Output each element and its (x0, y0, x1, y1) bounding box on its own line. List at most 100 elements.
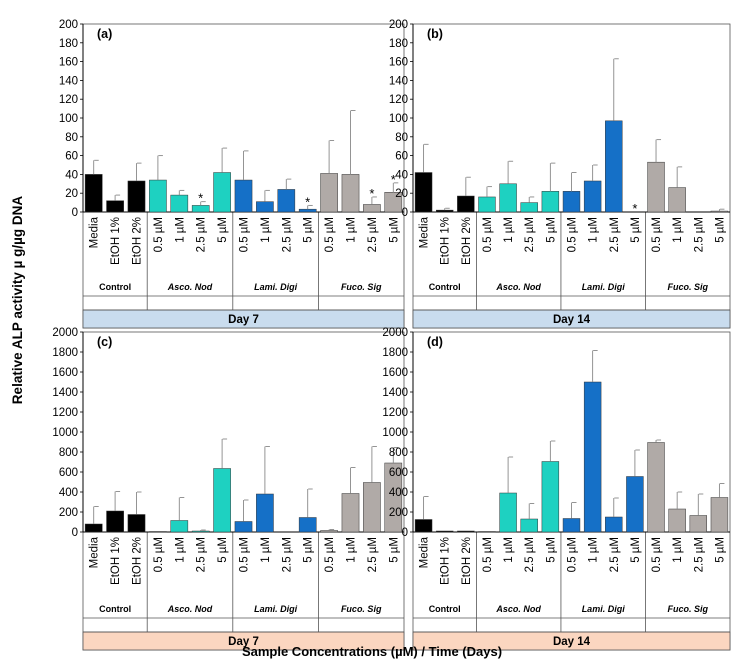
y-tick-label: 1800 (382, 347, 408, 359)
bar (170, 520, 189, 533)
y-tick-label: 200 (389, 19, 408, 31)
bar (541, 461, 560, 533)
bar (520, 202, 538, 213)
y-tick-label: 100 (59, 113, 78, 125)
category-label: EtOH 2% (132, 537, 144, 585)
group-label-fuco: Fuco. Sig (667, 604, 708, 614)
day-label: Day 7 (228, 314, 259, 326)
bar (457, 530, 475, 533)
category-label: 1 µM (503, 537, 515, 563)
bar (605, 120, 623, 213)
panel-letter: (d) (427, 335, 443, 349)
significance-star: * (632, 201, 637, 216)
y-tick-label: 200 (59, 19, 78, 31)
significance-star: * (305, 194, 310, 209)
y-tick-label: 100 (389, 113, 408, 125)
y-tick-label: 160 (59, 57, 78, 69)
category-label: 0.5 µM (651, 537, 663, 572)
category-label: 5 µM (714, 217, 726, 243)
bar (499, 492, 517, 533)
category-label: 0.5 µM (239, 537, 251, 572)
bar (191, 530, 210, 533)
group-label-asco: Asco. Nod (167, 282, 213, 292)
bar (341, 493, 360, 533)
category-label: EtOH 2% (132, 217, 144, 265)
y-tick-label: 1400 (382, 387, 408, 399)
group-label-lami: Lami. Digi (254, 282, 298, 292)
category-label: 5 µM (545, 217, 557, 243)
bar (363, 204, 381, 213)
bar (106, 200, 124, 213)
bar (363, 482, 381, 533)
y-tick-label: 40 (395, 169, 408, 181)
y-tick-label: 600 (59, 467, 78, 479)
bar (191, 205, 210, 213)
bar (689, 515, 708, 533)
group-label-asco: Asco. Nod (167, 604, 213, 614)
category-label: 0.5 µM (482, 217, 494, 252)
category-label: 5 µM (545, 537, 557, 563)
bar (583, 381, 602, 533)
bar (499, 183, 517, 213)
bar (541, 191, 560, 213)
group-label-control: Control (429, 282, 461, 292)
category-label: 1 µM (588, 217, 600, 243)
y-tick-label: 200 (59, 507, 78, 519)
y-tick-label: 1600 (382, 367, 408, 379)
group-label-asco: Asco. Nod (495, 604, 541, 614)
group-label-asco: Asco. Nod (495, 282, 541, 292)
y-tick-label: 180 (389, 38, 408, 50)
y-tick-label: 1400 (52, 387, 78, 399)
group-label-fuco: Fuco. Sig (341, 282, 382, 292)
category-label: 2.5 µM (367, 217, 379, 252)
panel-frame (412, 331, 731, 651)
panel-d: Day 14 0 200 400 600 800 1000 1200 1400 1600 1800 2… (382, 327, 731, 651)
group-label-control: Control (99, 604, 131, 614)
category-label: 1 µM (346, 537, 358, 563)
category-label: 2.5 µM (693, 537, 705, 572)
bar (710, 497, 729, 533)
day-label: Day 14 (553, 636, 591, 648)
bar (256, 201, 274, 213)
significance-star: * (391, 172, 396, 187)
category-label: 0.5 µM (324, 217, 336, 252)
y-tick-label: 200 (389, 507, 408, 519)
category-label: 1 µM (672, 217, 684, 243)
panel-frame (82, 331, 405, 651)
y-tick-label: 2000 (382, 327, 408, 339)
bar (320, 173, 338, 213)
category-label: EtOH 1% (440, 217, 452, 265)
y-tick-label: 40 (65, 169, 78, 181)
panel-c: Day 7 0 200 400 600 800 1000 1200 1400 1600 1800 20… (52, 327, 405, 651)
bar (668, 187, 686, 213)
panel-a: Day 7020406080100120140160180200(a)Media… (59, 19, 405, 329)
y-tick-label: 2000 (52, 327, 78, 339)
panel-letter: (a) (97, 27, 112, 41)
y-tick-label: 180 (59, 38, 78, 50)
category-label: 5 µM (303, 537, 315, 563)
y-tick-label: 60 (395, 151, 408, 163)
category-label: 2.5 µM (196, 537, 208, 572)
y-tick-label: 20 (395, 188, 408, 200)
y-tick-label: 400 (59, 487, 78, 499)
bar (457, 195, 475, 213)
bar (213, 468, 231, 533)
category-label: 1 µM (672, 537, 684, 563)
category-label: EtOH 2% (461, 537, 473, 585)
category-label: 2.5 µM (609, 217, 621, 252)
significance-star: * (369, 186, 374, 201)
bar (106, 510, 124, 533)
y-tick-label: 80 (395, 132, 408, 144)
bar (435, 209, 454, 213)
day-label: Day 7 (228, 636, 259, 648)
bar (298, 208, 317, 213)
y-tick-label: 160 (389, 57, 408, 69)
category-label: 2.5 µM (524, 217, 536, 252)
bar (320, 530, 338, 533)
y-tick-label: 1800 (52, 347, 78, 359)
category-label: 5 µM (714, 537, 726, 563)
category-label: Media (419, 216, 431, 248)
y-tick-label: 1600 (52, 367, 78, 379)
bar (562, 518, 581, 533)
